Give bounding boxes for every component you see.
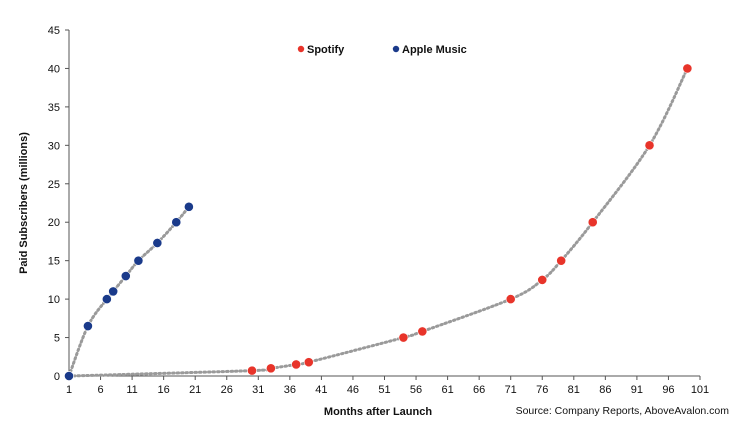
data-point-spotify (587, 217, 598, 228)
x-tick-label: 31 (252, 384, 264, 396)
data-point-spotify (537, 274, 548, 285)
data-point-apple-music (183, 201, 194, 212)
x-tick-label: 51 (378, 384, 390, 396)
x-tick-label: 41 (315, 384, 327, 396)
x-tick-label: 91 (631, 384, 643, 396)
data-point-spotify (644, 140, 655, 151)
legend-marker-apple-music (392, 45, 400, 53)
x-tick-label: 46 (347, 384, 359, 396)
legend-marker-spotify (297, 45, 305, 53)
trendline-apple-music (67, 205, 191, 378)
data-points (64, 63, 693, 381)
legend-label-apple-music: Apple Music (402, 44, 467, 56)
data-point-apple-music (120, 271, 131, 281)
data-point-spotify (505, 294, 516, 305)
y-tick-label: 15 (48, 256, 60, 268)
data-point-apple-music (83, 321, 93, 331)
data-point-spotify (682, 63, 693, 74)
data-point-spotify (417, 326, 428, 337)
x-tick-label: 96 (662, 384, 674, 396)
legend: Spotify Apple Music (297, 44, 467, 56)
y-tick-label: 0 (54, 371, 60, 383)
data-point-spotify (556, 255, 567, 266)
data-point-spotify (247, 365, 257, 376)
x-tick-label: 6 (97, 384, 103, 396)
x-tick-label: 21 (189, 384, 201, 396)
y-tick-label: 35 (48, 102, 60, 114)
legend-label-spotify: Spotify (307, 44, 345, 56)
y-tick-label: 10 (48, 294, 60, 306)
x-tick-label: 1 (66, 384, 72, 396)
y-tick-label: 25 (48, 179, 60, 191)
x-tick-label: 71 (505, 384, 517, 396)
data-point-apple-music (64, 371, 74, 381)
x-tick-label: 76 (536, 384, 548, 396)
y-tick-label: 30 (48, 140, 60, 152)
x-tick-label: 61 (441, 384, 453, 396)
x-tick-label: 81 (568, 384, 580, 396)
data-point-spotify (266, 363, 276, 374)
source-note: Source: Company Reports, AboveAvalon.com (516, 405, 730, 417)
x-tick-label: 101 (691, 384, 709, 396)
data-point-apple-music (108, 286, 119, 297)
x-tick-label: 36 (284, 384, 296, 396)
data-point-spotify (303, 357, 314, 368)
x-tick-label: 66 (473, 384, 485, 396)
x-tick-label: 56 (410, 384, 422, 396)
y-tick-label: 40 (48, 63, 60, 75)
data-point-apple-music (171, 217, 182, 228)
data-point-spotify (398, 332, 409, 343)
data-point-apple-music (101, 294, 112, 305)
data-point-apple-music (133, 255, 144, 266)
x-tick-label: 16 (158, 384, 170, 396)
x-tick-label: 86 (599, 384, 611, 396)
y-tick-label: 5 (54, 333, 60, 345)
y-tick-label: 20 (48, 217, 60, 229)
data-point-apple-music (152, 238, 163, 248)
y-tick-label: 45 (48, 25, 60, 37)
data-point-spotify (291, 359, 302, 370)
x-tick-label: 26 (221, 384, 233, 396)
x-axis-label: Months after Launch (324, 406, 432, 418)
x-tick-label: 11 (126, 384, 137, 396)
y-axis-label: Paid Subscribers (millions) (18, 132, 30, 274)
